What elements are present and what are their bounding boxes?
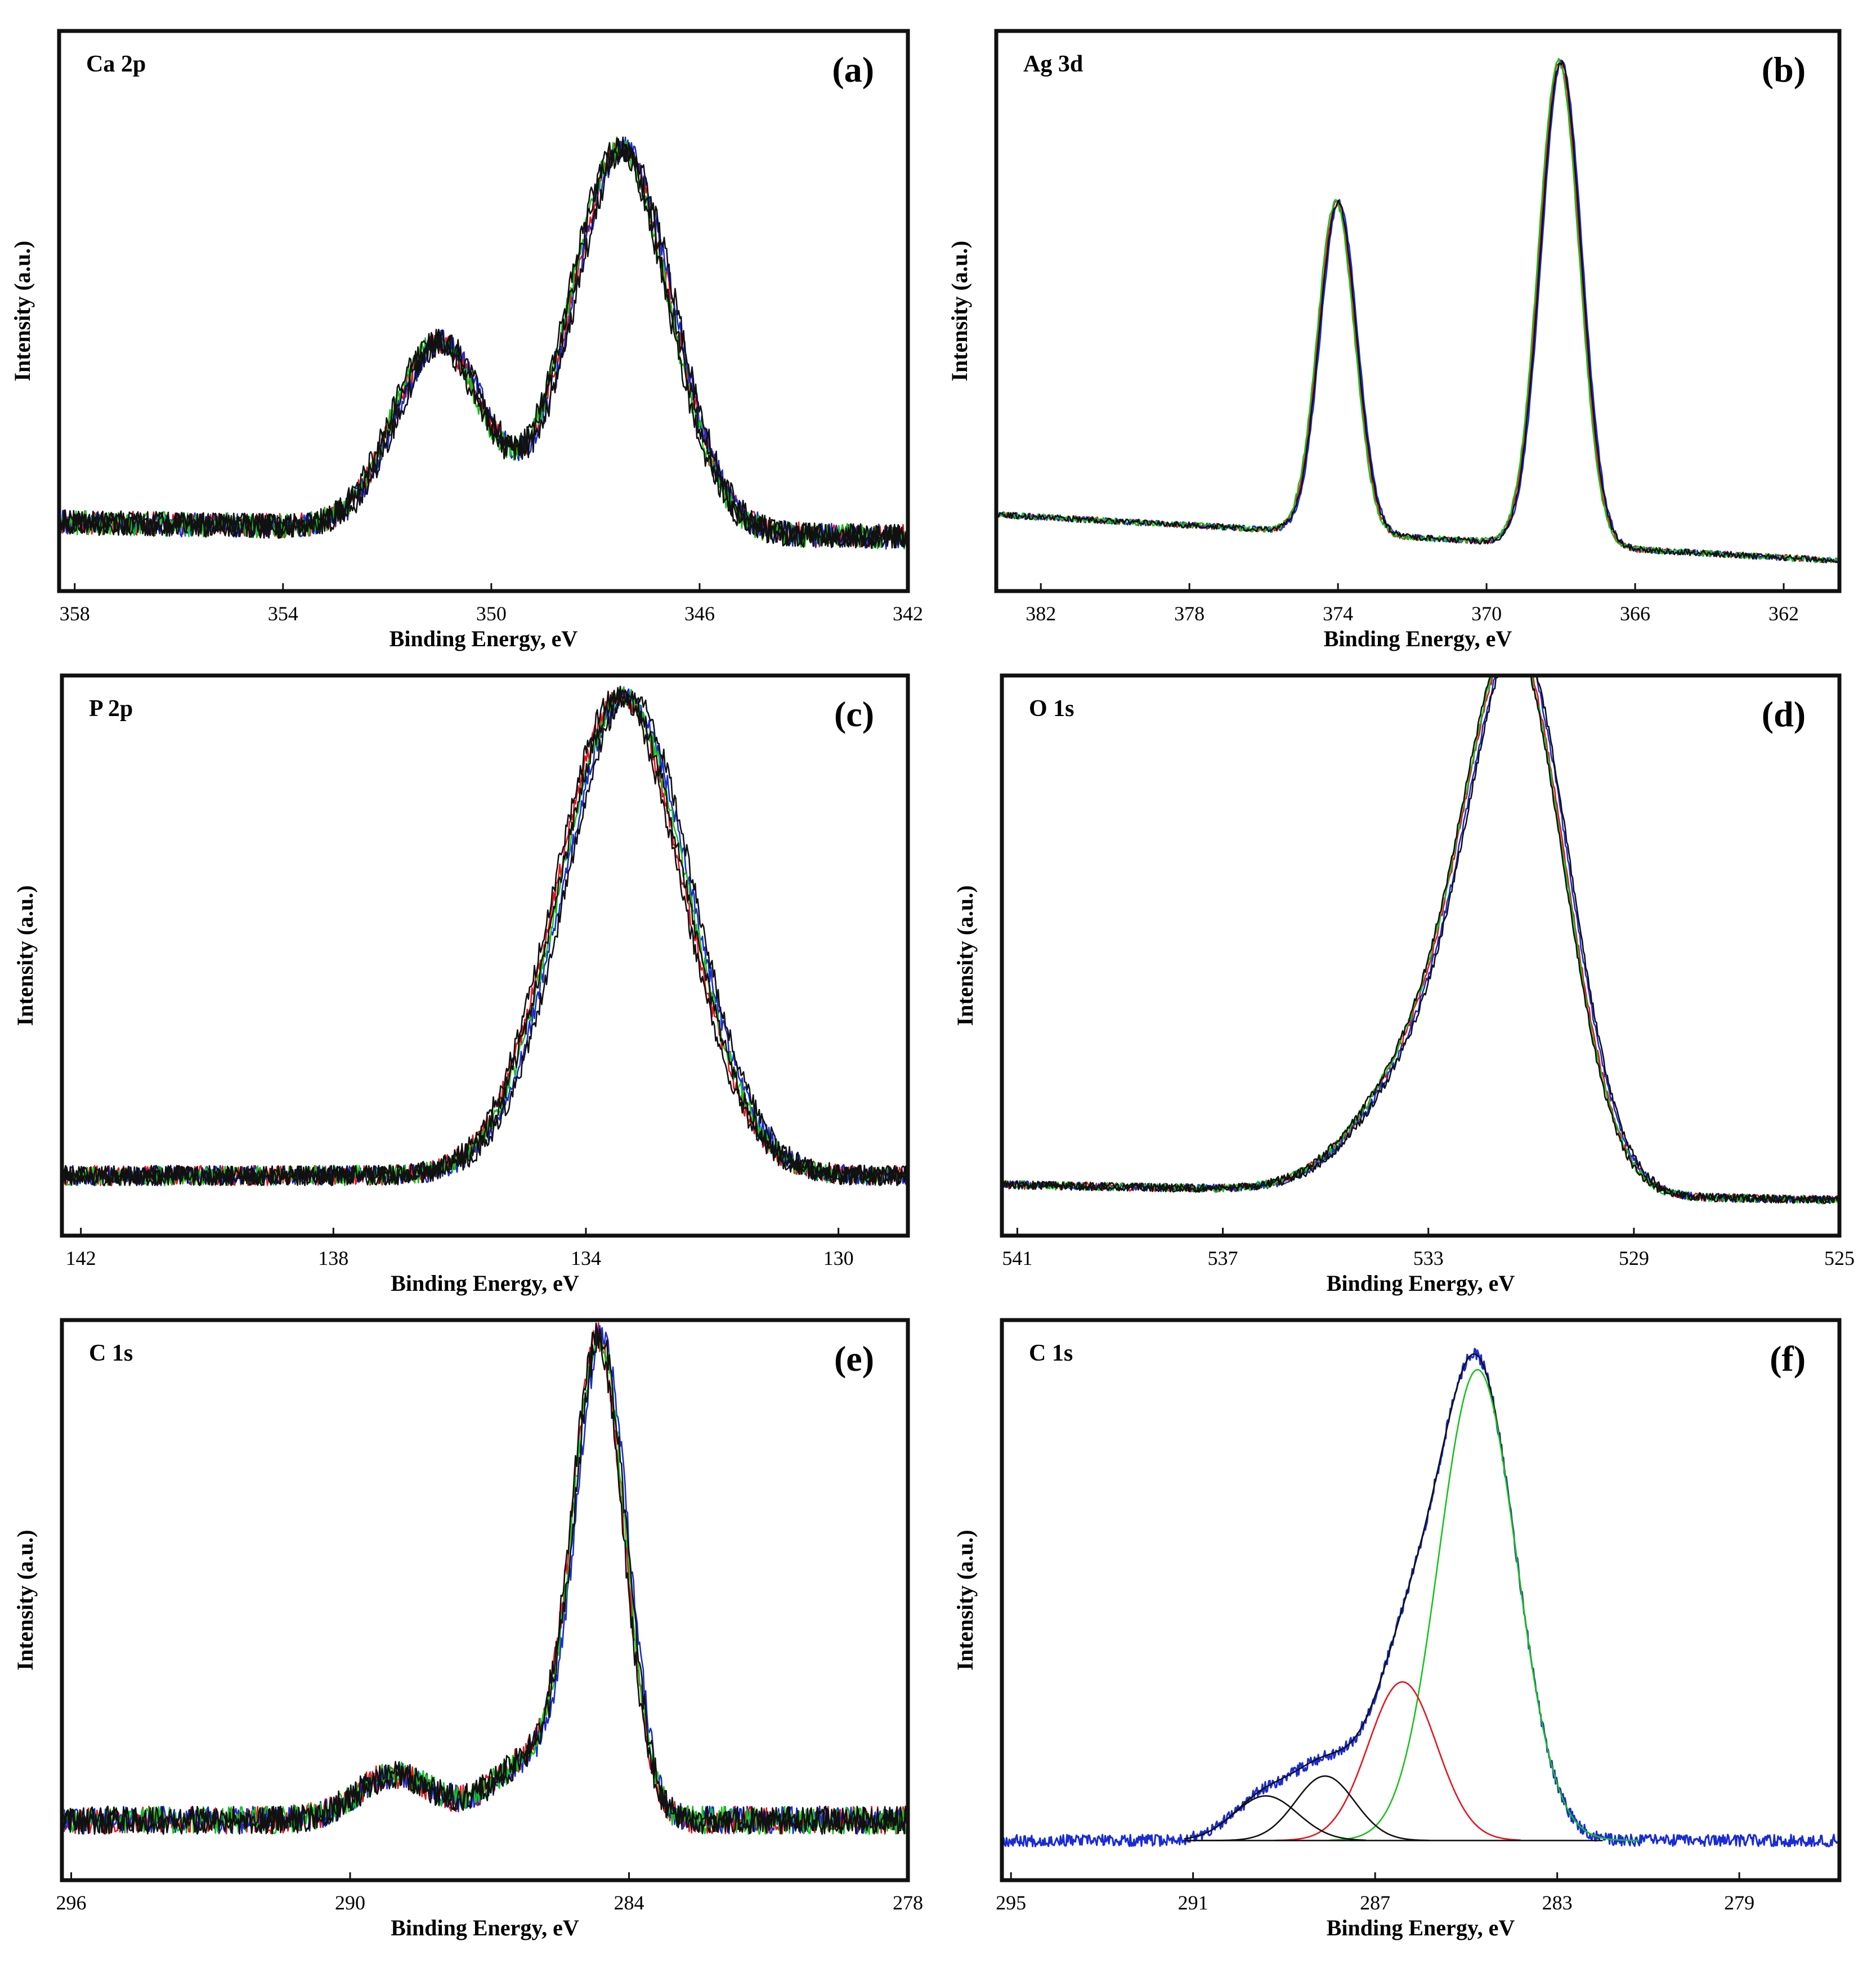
- x-axis-title: Binding Energy, eV: [391, 1915, 579, 1940]
- x-tick-label: 290: [335, 1891, 365, 1914]
- plot-area: [996, 57, 1839, 563]
- series-black-2: [1002, 676, 1839, 1205]
- panel-tag: (d): [1762, 694, 1806, 734]
- x-tick-label: 291: [1178, 1891, 1208, 1914]
- x-tick-label: 374: [1323, 602, 1353, 625]
- x-tick-label: 378: [1174, 602, 1205, 625]
- plot-frame: [994, 29, 1842, 593]
- x-tick-label: 295: [996, 1891, 1026, 1914]
- plot-frame: [1000, 673, 1842, 1238]
- series-raw-spectrum: [1002, 1348, 1839, 1848]
- x-tick-label: 342: [893, 602, 923, 625]
- series-component-289-4-ev: [1184, 1795, 1367, 1841]
- panel-title: C 1s: [1029, 1340, 1073, 1366]
- x-tick-label: 525: [1824, 1247, 1855, 1269]
- x-tick-label: 130: [823, 1247, 854, 1269]
- x-axis-title: Binding Energy, eV: [1327, 1271, 1515, 1296]
- series-black-3: [59, 137, 908, 549]
- x-tick-label: 370: [1471, 602, 1502, 625]
- x-tick-label: 382: [1026, 602, 1056, 625]
- panel-title: O 1s: [1029, 696, 1074, 722]
- y-axis-title: Intensity (a.u.): [12, 885, 38, 1026]
- series-black: [996, 60, 1839, 563]
- x-tick-label: 537: [1208, 1247, 1238, 1269]
- panel-title: Ag 3d: [1023, 51, 1083, 77]
- series-black-2: [62, 1322, 908, 1835]
- panel-c: 142 138 134 130 Binding Energy, eV Intensity …: [12, 673, 910, 1296]
- panel-tag: (a): [832, 50, 874, 90]
- plot-area: [62, 686, 908, 1187]
- x-tick-label: 362: [1768, 602, 1799, 625]
- series-component-284-75-ev: [1329, 1368, 1640, 1841]
- x-tick-label: 142: [66, 1247, 96, 1269]
- y-axis-title: Intensity (a.u.): [952, 885, 978, 1026]
- x-axis-title: Binding Energy, eV: [1327, 1915, 1515, 1940]
- x-tick-label: 296: [56, 1891, 87, 1914]
- panel-a: 358 354 350 346 342 Binding Energy, eV Intensi…: [10, 29, 923, 651]
- series-black-3: [62, 686, 908, 1187]
- plot-area: [59, 136, 908, 550]
- plot-area: [62, 1322, 908, 1835]
- series-component-286-4-ev: [1275, 1681, 1521, 1841]
- panel-tag: (f): [1770, 1339, 1806, 1379]
- y-axis-title: Intensity (a.u.): [952, 1529, 978, 1670]
- panel-title: P 2p: [89, 696, 133, 722]
- x-tick-label: 134: [571, 1247, 601, 1269]
- y-axis-title: Intensity (a.u.): [10, 240, 35, 381]
- x-tick-label: 354: [268, 602, 298, 625]
- x-tick-label: 138: [318, 1247, 348, 1269]
- plot-frame: [1000, 1318, 1842, 1882]
- series-blue: [996, 59, 1839, 563]
- x-tick-label: 366: [1620, 602, 1650, 625]
- panel-tag: (c): [834, 694, 874, 734]
- x-axis-title: Binding Energy, eV: [391, 1271, 579, 1296]
- plot-frame: [60, 1318, 910, 1882]
- panel-tag: (b): [1762, 50, 1806, 90]
- panel-tag: (e): [834, 1339, 874, 1379]
- plot-frame: [60, 673, 910, 1238]
- panel-title: Ca 2p: [86, 51, 146, 77]
- x-axis-title: Binding Energy, eV: [389, 626, 578, 651]
- x-tick-label: 346: [684, 602, 715, 625]
- y-axis-title: Intensity (a.u.): [947, 240, 972, 381]
- panel-b: 382 378 374 370 366 362 Binding Energy, eV Inte…: [947, 29, 1842, 651]
- panel-f: 295 291 287 283 279 Binding Energy, eV Intensi…: [952, 1318, 1842, 1940]
- x-tick-label: 279: [1724, 1891, 1754, 1914]
- x-tick-label: 350: [476, 602, 507, 625]
- x-tick-label: 284: [614, 1891, 644, 1914]
- plot-area: [1002, 676, 1839, 1205]
- x-axis-title: Binding Energy, eV: [1324, 626, 1512, 651]
- x-tick-label: 533: [1413, 1247, 1444, 1269]
- x-tick-label: 541: [1002, 1247, 1032, 1269]
- x-tick-label: 358: [60, 602, 90, 625]
- plot-frame: [57, 29, 910, 593]
- x-tick-label: 287: [1360, 1891, 1390, 1914]
- x-tick-label: 283: [1542, 1891, 1573, 1914]
- panel-e: 296 290 284 278 Binding Energy, eV Intensity …: [12, 1318, 923, 1940]
- panel-title: C 1s: [89, 1340, 133, 1366]
- y-axis-title: Intensity (a.u.): [12, 1529, 38, 1670]
- x-tick-label: 529: [1619, 1247, 1649, 1269]
- plot-area: [1002, 1348, 1839, 1848]
- x-tick-label: 278: [893, 1891, 923, 1914]
- panel-d: 541 537 533 529 525 Binding Energy, eV Intensi…: [952, 673, 1855, 1296]
